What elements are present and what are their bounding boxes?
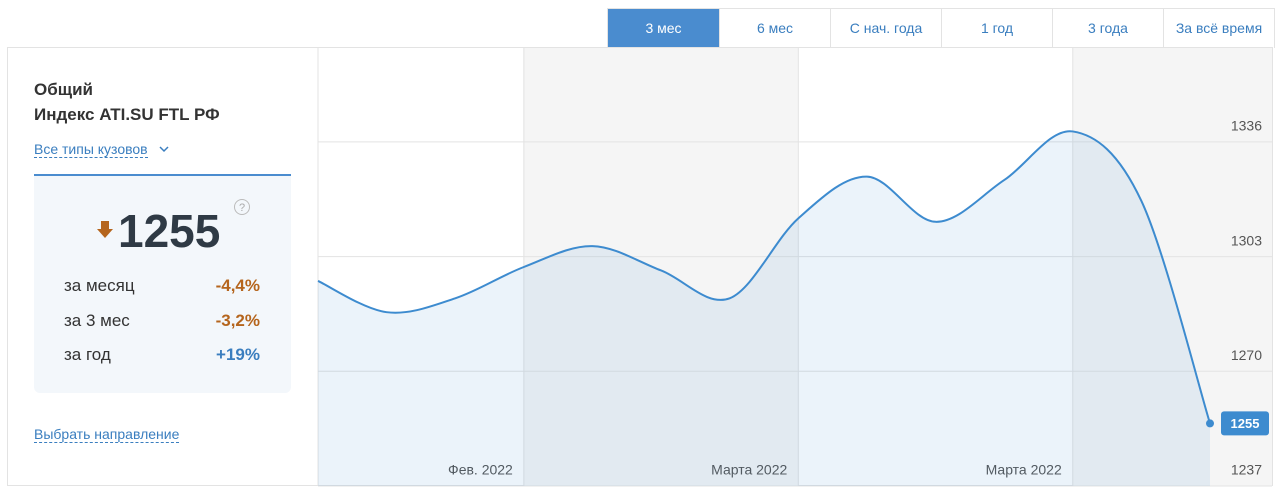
value-badge [1221, 411, 1269, 436]
direction-link[interactable]: Выбрать направление [34, 426, 180, 443]
change-value: -3,2% [215, 310, 260, 330]
x-tick-label: Фев. 2022 [448, 462, 513, 478]
chevron [159, 146, 169, 153]
change-label: за 3 мес [64, 310, 130, 330]
period-tabs: 3 мес 6 мес С нач. года 1 год 3 года За всё в… [607, 8, 1275, 48]
change-value: -4,4% [215, 276, 260, 295]
index-value: 1255 [118, 205, 221, 257]
title: Индекс ATI.SU FTL РФ [34, 105, 220, 124]
filter-link[interactable]: Все типы кузовов [34, 141, 148, 158]
area [318, 131, 1210, 486]
x-tick-label: Марта 2022 [986, 462, 1062, 478]
index-card: 1255 ? за месяц -4,4% за 3 мес -3,2% за год +… [34, 174, 291, 393]
period-tab[interactable]: С нач. года [830, 9, 941, 48]
down-arrow [97, 221, 113, 238]
title: Общий [34, 80, 93, 99]
last-point [1206, 419, 1214, 428]
period-tab[interactable]: За всё время [1163, 9, 1274, 48]
change-label: за год [64, 345, 111, 364]
svg-text:?: ? [239, 202, 245, 214]
change-label: за месяц [64, 276, 135, 295]
value-label: 1255 [1231, 416, 1260, 431]
y-tick-label: 1270 [1231, 347, 1262, 363]
y-tick-label: 1336 [1231, 118, 1262, 134]
x-tick-label: Марта 2022 [711, 462, 787, 478]
column-shade [523, 48, 799, 486]
change-row: за месяц -4,4% [64, 276, 260, 296]
change-value: +19% [216, 345, 260, 364]
y-tick-label: 1237 [1231, 462, 1262, 478]
line [317, 130, 1211, 424]
help-icon[interactable]: ? [233, 198, 251, 216]
period-tab[interactable]: 3 мес [608, 9, 719, 48]
change-row: за 3 мес -3,2% [64, 311, 260, 331]
period-tab[interactable]: 3 года [1052, 9, 1163, 48]
change-row: за год +19% [64, 345, 260, 365]
y-tick-label: 1303 [1231, 232, 1262, 248]
period-tab[interactable]: 6 мес [719, 9, 830, 48]
period-tab[interactable]: 1 год [941, 9, 1052, 48]
